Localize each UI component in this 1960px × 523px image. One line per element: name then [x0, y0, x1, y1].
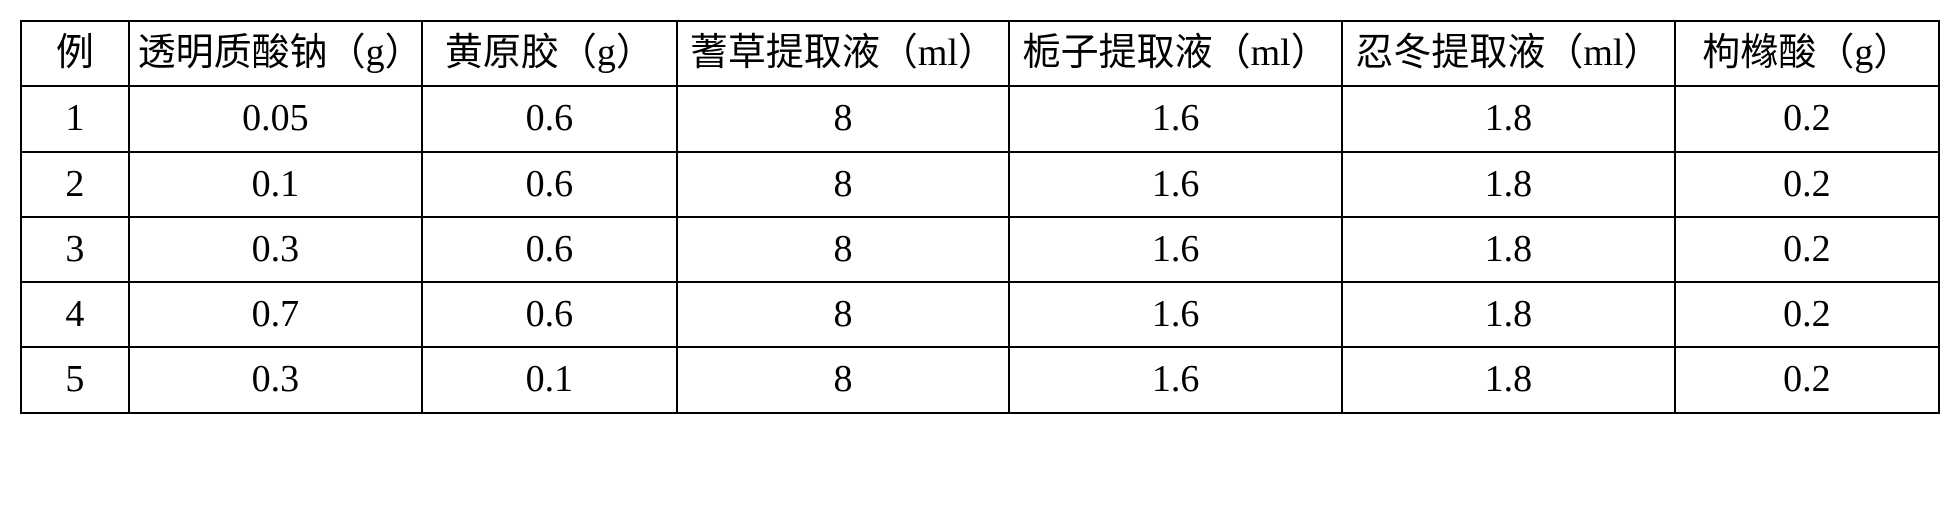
cell-value: 8: [677, 347, 1010, 412]
column-header-yarrow-extract: 蓍草提取液（ml）: [677, 21, 1010, 86]
table-row: 1 0.05 0.6 8 1.6 1.8 0.2: [21, 86, 1939, 151]
cell-value: 2: [21, 152, 129, 217]
cell-value: 0.3: [129, 347, 423, 412]
column-header-honeysuckle-extract: 忍冬提取液（ml）: [1342, 21, 1675, 86]
column-header-example: 例: [21, 21, 129, 86]
cell-value: 1.6: [1009, 86, 1342, 151]
cell-value: 0.2: [1675, 152, 1939, 217]
cell-value: 0.6: [422, 152, 676, 217]
cell-value: 1.6: [1009, 347, 1342, 412]
cell-value: 8: [677, 86, 1010, 151]
cell-value: 1.6: [1009, 152, 1342, 217]
cell-value: 1.8: [1342, 86, 1675, 151]
cell-value: 0.6: [422, 217, 676, 282]
column-header-sodium-hyaluronate: 透明质酸钠（g）: [129, 21, 423, 86]
cell-value: 0.05: [129, 86, 423, 151]
cell-value: 1.8: [1342, 152, 1675, 217]
cell-value: 1.6: [1009, 282, 1342, 347]
cell-value: 0.1: [129, 152, 423, 217]
cell-value: 0.2: [1675, 86, 1939, 151]
cell-value: 8: [677, 282, 1010, 347]
table-header-row: 例 透明质酸钠（g） 黄原胶（g） 蓍草提取液（ml） 栀子提取液（ml） 忍冬…: [21, 21, 1939, 86]
cell-value: 0.1: [422, 347, 676, 412]
cell-value: 1.8: [1342, 282, 1675, 347]
data-table: 例 透明质酸钠（g） 黄原胶（g） 蓍草提取液（ml） 栀子提取液（ml） 忍冬…: [20, 20, 1940, 414]
column-header-citric-acid: 枸橼酸（g）: [1675, 21, 1939, 86]
cell-value: 5: [21, 347, 129, 412]
cell-value: 3: [21, 217, 129, 282]
cell-value: 0.2: [1675, 217, 1939, 282]
table-body: 1 0.05 0.6 8 1.6 1.8 0.2 2 0.1 0.6 8 1.6…: [21, 86, 1939, 412]
cell-value: 0.6: [422, 282, 676, 347]
column-header-xanthan-gum: 黄原胶（g）: [422, 21, 676, 86]
cell-value: 4: [21, 282, 129, 347]
cell-value: 1: [21, 86, 129, 151]
cell-value: 0.2: [1675, 282, 1939, 347]
cell-value: 8: [677, 152, 1010, 217]
cell-value: 0.7: [129, 282, 423, 347]
cell-value: 8: [677, 217, 1010, 282]
table-row: 3 0.3 0.6 8 1.6 1.8 0.2: [21, 217, 1939, 282]
table-row: 4 0.7 0.6 8 1.6 1.8 0.2: [21, 282, 1939, 347]
table-row: 2 0.1 0.6 8 1.6 1.8 0.2: [21, 152, 1939, 217]
cell-value: 1.8: [1342, 347, 1675, 412]
table-header: 例 透明质酸钠（g） 黄原胶（g） 蓍草提取液（ml） 栀子提取液（ml） 忍冬…: [21, 21, 1939, 86]
cell-value: 0.2: [1675, 347, 1939, 412]
column-header-gardenia-extract: 栀子提取液（ml）: [1009, 21, 1342, 86]
cell-value: 0.6: [422, 86, 676, 151]
cell-value: 0.3: [129, 217, 423, 282]
table-row: 5 0.3 0.1 8 1.6 1.8 0.2: [21, 347, 1939, 412]
cell-value: 1.6: [1009, 217, 1342, 282]
cell-value: 1.8: [1342, 217, 1675, 282]
